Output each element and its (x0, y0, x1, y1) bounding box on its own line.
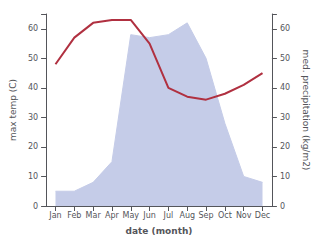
svg-text:Jul: Jul (163, 211, 174, 220)
svg-text:Feb: Feb (67, 211, 81, 220)
svg-text:Jan: Jan (48, 211, 61, 220)
svg-text:20: 20 (28, 142, 38, 151)
svg-text:max temp (C): max temp (C) (8, 79, 18, 141)
svg-text:30: 30 (280, 113, 290, 122)
svg-text:20: 20 (280, 142, 290, 151)
svg-text:Jun: Jun (142, 211, 156, 220)
svg-text:Mar: Mar (86, 211, 102, 220)
svg-text:date (month): date (month) (126, 226, 193, 236)
svg-text:10: 10 (28, 172, 38, 181)
svg-text:50: 50 (280, 54, 290, 63)
svg-text:Aug: Aug (179, 211, 195, 220)
svg-text:50: 50 (28, 54, 38, 63)
svg-text:30: 30 (28, 113, 38, 122)
svg-text:40: 40 (280, 83, 290, 92)
svg-text:Dec: Dec (255, 211, 270, 220)
svg-text:60: 60 (280, 24, 290, 33)
svg-text:60: 60 (28, 24, 38, 33)
svg-text:10: 10 (280, 172, 290, 181)
svg-text:Nov: Nov (236, 211, 252, 220)
svg-text:0: 0 (280, 202, 285, 211)
svg-text:40: 40 (28, 83, 38, 92)
svg-text:Sep: Sep (199, 211, 214, 220)
svg-text:0: 0 (33, 202, 38, 211)
svg-text:Apr: Apr (105, 211, 120, 220)
svg-text:Oct: Oct (218, 211, 232, 220)
svg-text:May: May (122, 211, 139, 220)
svg-text:med. precipitation (kg/m2): med. precipitation (kg/m2) (301, 50, 311, 171)
